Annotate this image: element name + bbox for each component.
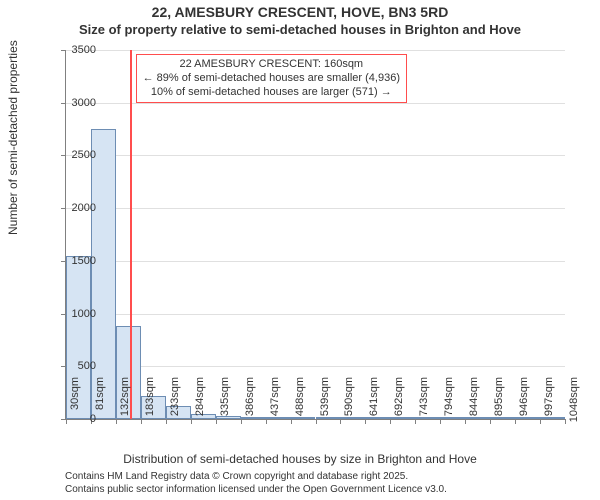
x-tick-label: 437sqm — [269, 377, 281, 427]
chart-container: 22, AMESBURY CRESCENT, HOVE, BN3 5RD Siz… — [0, 0, 600, 500]
grid-line — [66, 261, 565, 262]
x-tick-mark — [166, 419, 167, 424]
x-tick-mark — [191, 419, 192, 424]
x-tick-label: 1048sqm — [568, 377, 580, 427]
x-tick-label: 183sqm — [144, 377, 156, 427]
grid-line — [66, 314, 565, 315]
y-axis-label: Number of semi-detached properties — [6, 40, 20, 235]
x-tick-label: 539sqm — [319, 377, 331, 427]
annotation-line-1: 22 AMESBURY CRESCENT: 160sqm — [143, 58, 400, 72]
x-tick-label: 844sqm — [468, 377, 480, 427]
footer-line-2: Contains public sector information licen… — [65, 483, 447, 496]
x-tick-label: 132sqm — [119, 377, 131, 427]
x-tick-mark — [365, 419, 366, 424]
grid-line — [66, 208, 565, 209]
grid-line — [66, 155, 565, 156]
chart-subtitle: Size of property relative to semi-detach… — [0, 22, 600, 37]
x-tick-mark — [465, 419, 466, 424]
y-tick-label: 500 — [46, 360, 96, 372]
x-tick-mark — [266, 419, 267, 424]
y-tick-label: 3000 — [46, 97, 96, 109]
x-tick-mark — [316, 419, 317, 424]
x-tick-label: 30sqm — [69, 377, 81, 427]
x-tick-label: 284sqm — [194, 377, 206, 427]
x-tick-mark — [540, 419, 541, 424]
x-tick-label: 743sqm — [418, 377, 430, 427]
annotation-box: 22 AMESBURY CRESCENT: 160sqm ← 89% of se… — [136, 54, 407, 103]
y-tick-label: 1500 — [46, 255, 96, 267]
y-tick-label: 3500 — [46, 44, 96, 56]
x-tick-mark — [291, 419, 292, 424]
x-tick-mark — [216, 419, 217, 424]
chart-title: 22, AMESBURY CRESCENT, HOVE, BN3 5RD — [0, 4, 600, 20]
x-tick-label: 794sqm — [443, 377, 455, 427]
property-marker-line — [130, 50, 132, 419]
grid-line — [66, 50, 565, 51]
x-tick-label: 233sqm — [169, 377, 181, 427]
x-tick-label: 946sqm — [518, 377, 530, 427]
histogram-bar — [91, 129, 116, 419]
x-tick-mark — [565, 419, 566, 424]
y-tick-label: 2500 — [46, 149, 96, 161]
annotation-line-3: 10% of semi-detached houses are larger (… — [143, 86, 400, 100]
y-tick-label: 2000 — [46, 202, 96, 214]
x-tick-label: 692sqm — [393, 377, 405, 427]
annotation-line-2: ← 89% of semi-detached houses are smalle… — [143, 72, 400, 86]
x-tick-label: 81sqm — [94, 377, 106, 427]
x-tick-label: 590sqm — [343, 377, 355, 427]
grid-line — [66, 366, 565, 367]
x-axis-label: Distribution of semi-detached houses by … — [0, 452, 600, 466]
x-tick-mark — [141, 419, 142, 424]
plot-area: 22 AMESBURY CRESCENT: 160sqm ← 89% of se… — [65, 50, 565, 420]
y-tick-label: 1000 — [46, 308, 96, 320]
x-tick-label: 335sqm — [219, 377, 231, 427]
x-tick-mark — [390, 419, 391, 424]
footer-line-1: Contains HM Land Registry data © Crown c… — [65, 470, 447, 483]
x-tick-label: 488sqm — [294, 377, 306, 427]
x-tick-mark — [241, 419, 242, 424]
x-tick-mark — [415, 419, 416, 424]
x-tick-label: 895sqm — [493, 377, 505, 427]
chart-footer: Contains HM Land Registry data © Crown c… — [65, 470, 447, 496]
x-tick-label: 386sqm — [244, 377, 256, 427]
x-tick-mark — [490, 419, 491, 424]
x-tick-label: 997sqm — [543, 377, 555, 427]
x-tick-mark — [340, 419, 341, 424]
x-tick-mark — [440, 419, 441, 424]
x-tick-label: 641sqm — [368, 377, 380, 427]
x-tick-mark — [515, 419, 516, 424]
x-tick-mark — [116, 419, 117, 424]
